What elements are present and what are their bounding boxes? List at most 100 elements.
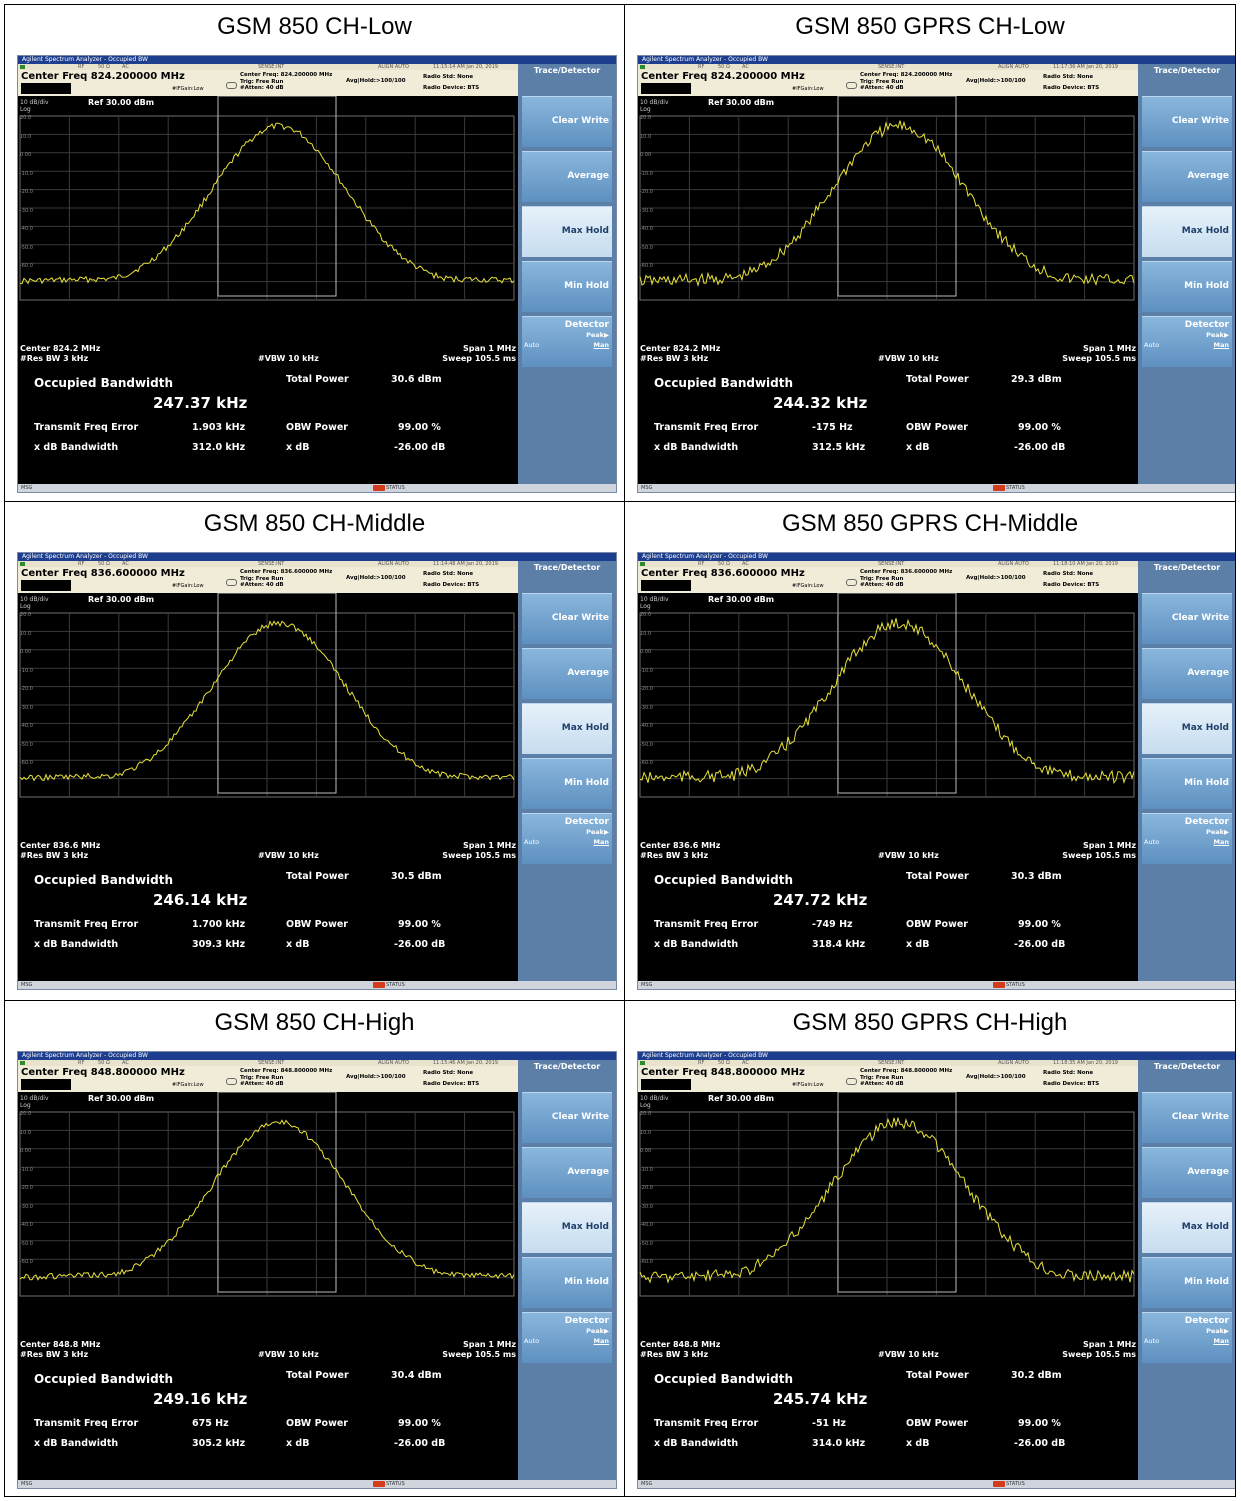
detector-auto: Auto (524, 341, 540, 349)
input-field[interactable] (641, 83, 691, 94)
vbw-label: #VBW 10 kHz (878, 851, 939, 860)
table-cell: GSM 850 GPRS CH-Low Agilent Spectrum Ana… (625, 5, 1235, 502)
res-bw-label: #Res BW 3 kHz (20, 851, 89, 860)
max-hold-button[interactable]: Max Hold (1142, 1202, 1232, 1253)
y-tick-label: -50.0 (20, 1241, 33, 1247)
y-tick-label: 20.0 (640, 1111, 652, 1117)
timestamp: 11:18:35 AM Jan 20, 2019 (1053, 1060, 1118, 1066)
max-hold-button[interactable]: Max Hold (522, 703, 612, 754)
y-tick-label: -50.0 (20, 742, 33, 748)
min-hold-button[interactable]: Min Hold (1142, 1257, 1232, 1308)
min-hold-button[interactable]: Min Hold (522, 758, 612, 809)
max-hold-button[interactable]: Max Hold (1142, 206, 1232, 257)
timestamp: 11:15:46 AM Jan 20, 2019 (433, 1060, 498, 1066)
average-button[interactable]: Average (1142, 1147, 1232, 1198)
min-hold-button[interactable]: Min Hold (1142, 758, 1232, 809)
detector-button[interactable]: Detector Peak▶ Auto Man (522, 813, 612, 864)
max-hold-button[interactable]: Max Hold (522, 1202, 612, 1253)
sense-label: SENSE:INT (258, 64, 285, 70)
radio-device: Radio Device: BTS (1043, 582, 1100, 588)
msg-label: MSG (21, 982, 33, 988)
ifgain-label: #IFGain:Low (792, 583, 824, 589)
occupied-bw-label: Occupied Bandwidth (34, 1372, 174, 1386)
center-freq-title[interactable]: Center Freq 848.800000 MHz (641, 1067, 805, 1078)
button-label: Max Hold (1181, 226, 1229, 236)
xdb-bw-label: x dB Bandwidth (34, 442, 119, 453)
min-hold-button[interactable]: Min Hold (522, 1257, 612, 1308)
max-hold-button[interactable]: Max Hold (1142, 703, 1232, 754)
total-power-label: Total Power (286, 374, 349, 385)
average-button[interactable]: Average (522, 1147, 612, 1198)
timestamp: 11:17:36 AM Jan 20, 2019 (1053, 64, 1118, 70)
clear-write-button[interactable]: Clear Write (522, 1092, 612, 1143)
spectrum-trace (19, 122, 515, 285)
y-tick-label: -10.0 (640, 171, 653, 177)
coupling-label: AC (742, 561, 749, 567)
window-titlebar: Agilent Spectrum Analyzer - Occupied BW (18, 1052, 616, 1060)
detector-button[interactable]: Detector Peak▶ Auto Man (522, 316, 612, 367)
softkey-panel: Trace/Detector Clear Write Average Max H… (1138, 64, 1235, 484)
center-freq-title[interactable]: Center Freq 836.600000 MHz (641, 568, 805, 579)
clear-write-button[interactable]: Clear Write (522, 593, 612, 644)
clear-write-button[interactable]: Clear Write (1142, 593, 1232, 644)
y-tick-label: -40.0 (20, 723, 33, 729)
input-field[interactable] (641, 1079, 691, 1090)
total-power-value: 30.3 dBm (1011, 871, 1062, 882)
trig-setting: Trig: Free Run (860, 1074, 904, 1081)
button-label: Max Hold (561, 226, 609, 236)
center-freq-title[interactable]: Center Freq 848.800000 MHz (21, 1067, 185, 1078)
total-power-label: Total Power (906, 1370, 969, 1381)
average-button[interactable]: Average (522, 648, 612, 699)
impedance-label: 50 Ω (98, 64, 110, 70)
detector-button[interactable]: Detector Peak▶ Auto Man (522, 1312, 612, 1363)
sweep-icon (20, 65, 25, 69)
detector-button[interactable]: Detector Peak▶ Auto Man (1142, 813, 1232, 864)
min-hold-button[interactable]: Min Hold (1142, 261, 1232, 312)
sweep-icon (20, 1061, 25, 1065)
average-button[interactable]: Average (1142, 151, 1232, 202)
average-button[interactable]: Average (522, 151, 612, 202)
rf-label: RF (78, 1060, 85, 1066)
status-icon (373, 485, 385, 491)
clear-write-button[interactable]: Clear Write (1142, 1092, 1232, 1143)
sweep-label: Sweep 105.5 ms (1062, 1350, 1136, 1359)
res-bw-label: #Res BW 3 kHz (640, 851, 709, 860)
xdb-bw-value: 305.2 kHz (192, 1438, 246, 1449)
ifgain-label: #IFGain:Low (172, 86, 204, 92)
total-power-value: 29.3 dBm (1011, 374, 1062, 385)
y-tick-label: -60.0 (20, 760, 33, 766)
min-hold-button[interactable]: Min Hold (522, 261, 612, 312)
button-label: Clear Write (1171, 613, 1229, 623)
clear-write-button[interactable]: Clear Write (522, 96, 612, 147)
ifgain-label: #IFGain:Low (792, 86, 824, 92)
input-field[interactable] (21, 83, 71, 94)
max-hold-button[interactable]: Max Hold (522, 206, 612, 257)
detector-button[interactable]: Detector Peak▶ Auto Man (1142, 1312, 1232, 1363)
y-tick-label: 0.00 (20, 649, 32, 655)
trace-svg (639, 593, 1135, 798)
y-tick-label: -10.0 (640, 1167, 653, 1173)
input-field[interactable] (21, 1079, 71, 1090)
average-button[interactable]: Average (1142, 648, 1232, 699)
input-field[interactable] (641, 580, 691, 591)
clear-write-button[interactable]: Clear Write (1142, 96, 1232, 147)
center-freq-setting: Center Freq: 848.800000 MHz (860, 1068, 953, 1074)
y-tick-label: 20.0 (640, 115, 652, 121)
avg-hold-setting: Avg|Hold:>100/100 (346, 78, 406, 84)
center-freq-title[interactable]: Center Freq 824.200000 MHz (641, 71, 805, 82)
coupling-label: AC (122, 1060, 129, 1066)
sweep-icon (640, 1061, 645, 1065)
radio-std: Radio Std: None (423, 571, 474, 577)
timestamp: 11:14:48 AM Jan 20, 2019 (433, 561, 498, 567)
center-freq-title[interactable]: Center Freq 824.200000 MHz (21, 71, 185, 82)
obw-power-value: 99.00 % (398, 1418, 441, 1429)
message-bar: MSG STATUS (638, 484, 1235, 492)
xdb-bw-label: x dB Bandwidth (654, 442, 739, 453)
radio-settings: Radio Std: None Radio Device: BTS (1043, 1068, 1099, 1090)
sweep-icon (640, 65, 645, 69)
status-icon (373, 1481, 385, 1487)
center-freq-title[interactable]: Center Freq 836.600000 MHz (21, 568, 185, 579)
detector-button[interactable]: Detector Peak▶ Auto Man (1142, 316, 1232, 367)
trig-setting: Trig: Free Run (240, 78, 284, 85)
input-field[interactable] (21, 580, 71, 591)
